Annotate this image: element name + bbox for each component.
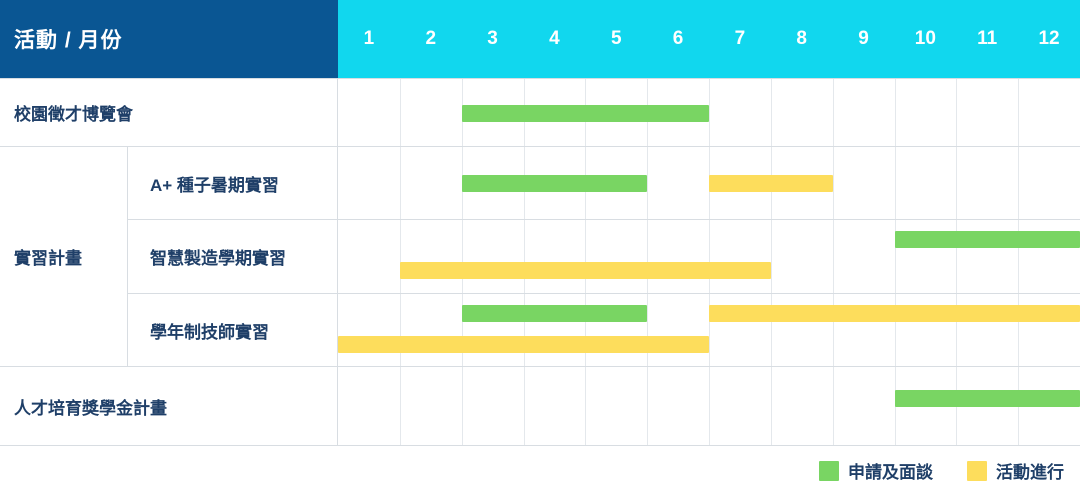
header-activity-month-label: 活動 / 月份 — [0, 0, 338, 78]
gantt-bar-smart-manufacturing-application[interactable] — [894, 231, 1080, 248]
gridline — [1018, 220, 1020, 293]
gantt-body: 校園徵才博覽會 實習計畫 A+ 種子暑 — [0, 78, 1080, 447]
gridline — [585, 220, 587, 293]
gridline — [461, 294, 463, 366]
month-header-4: 4 — [549, 28, 560, 49]
table-row-smart-manufacturing: 智慧製造學期實習 — [128, 219, 1080, 293]
row-label-aplus-summer: A+ 種子暑期實習 — [128, 147, 338, 219]
month-header-3: 3 — [487, 28, 498, 49]
gridline — [832, 147, 834, 219]
row-label-scholarship: 人才培育獎學金計畫 — [0, 367, 338, 445]
legend: 申請及面談 活動進行 — [0, 447, 1080, 494]
gridline — [647, 367, 649, 445]
gantt-track-campus-fair — [338, 79, 1080, 146]
gantt-track-smart-manufacturing — [338, 220, 1080, 293]
month-header-track: 1 2 3 4 5 6 7 8 9 10 11 12 — [338, 0, 1080, 78]
gantt-bar-scholarship-application[interactable] — [894, 390, 1080, 407]
month-header-12: 12 — [1038, 28, 1060, 49]
month-header-6: 6 — [672, 28, 684, 49]
gridline — [709, 79, 710, 146]
gantt-bar-year-technician-activity-second-half[interactable] — [709, 305, 1080, 322]
table-header: 活動 / 月份 1 2 3 4 5 6 7 8 9 10 11 12 — [0, 0, 1080, 78]
gantt-track-year-technician — [338, 294, 1080, 366]
gridline — [399, 220, 401, 293]
table-row-aplus-summer: A+ 種子暑期實習 — [128, 147, 1080, 219]
gridline — [894, 294, 896, 366]
gridline — [585, 367, 587, 445]
gridline — [709, 294, 710, 366]
legend-label-application: 申請及面談 — [848, 463, 933, 482]
gridline — [770, 220, 772, 293]
gridline — [399, 294, 401, 366]
table-row-scholarship: 人才培育獎學金計畫 — [0, 367, 1080, 446]
gantt-bar-aplus-summer-activity[interactable] — [709, 175, 833, 192]
gridline — [523, 367, 525, 445]
gridline — [523, 294, 525, 366]
month-header-8: 8 — [796, 28, 807, 49]
gridline — [1018, 79, 1020, 146]
month-header-9: 9 — [858, 28, 869, 49]
month-header-7: 7 — [734, 28, 746, 49]
gridline — [956, 147, 958, 219]
gridline — [461, 367, 463, 445]
gridline — [770, 79, 772, 146]
row-label-campus-fair: 校園徵才博覽會 — [0, 79, 338, 146]
gantt-bar-smart-manufacturing-activity[interactable] — [399, 262, 771, 279]
legend-item-activity[interactable]: 活動進行 — [967, 458, 1064, 483]
row-label-smart-manufacturing: 智慧製造學期實習 — [128, 220, 338, 293]
gridline — [956, 79, 958, 146]
table-row-year-technician: 學年制技師實習 — [128, 293, 1080, 366]
gridline — [832, 79, 834, 146]
gridline — [956, 294, 958, 366]
gantt-track-aplus-summer — [338, 147, 1080, 219]
gridline — [523, 220, 525, 293]
month-header-10: 10 — [914, 28, 936, 49]
month-header-1: 1 — [363, 28, 375, 49]
gridline — [894, 147, 896, 219]
gridline — [647, 220, 649, 293]
gridline — [956, 220, 958, 293]
gridline — [647, 294, 649, 366]
table-row-campus-fair: 校園徵才博覽會 — [0, 78, 1080, 147]
gridline — [1018, 147, 1020, 219]
gridline — [894, 79, 896, 146]
gridline — [832, 220, 834, 293]
gridline — [399, 367, 401, 445]
gridline — [585, 294, 587, 366]
internship-subrows: A+ 種子暑期實習 — [128, 147, 1080, 366]
gantt-bar-aplus-summer-application[interactable] — [461, 175, 648, 192]
gridline — [770, 367, 772, 445]
gridline — [832, 367, 834, 445]
gridline — [770, 294, 772, 366]
gridline — [647, 147, 649, 219]
month-header-11: 11 — [977, 28, 998, 49]
gridline — [461, 220, 463, 293]
gridline — [709, 220, 710, 293]
legend-label-activity: 活動進行 — [996, 463, 1064, 482]
gridline — [1018, 294, 1020, 366]
green-swatch-icon — [819, 460, 839, 481]
gridline — [709, 367, 710, 445]
gridline — [399, 147, 401, 219]
gantt-bar-year-technician-application[interactable] — [461, 305, 648, 322]
gantt-track-scholarship — [338, 367, 1080, 445]
row-label-year-technician: 學年制技師實習 — [128, 294, 338, 366]
gridline — [894, 220, 896, 293]
gantt-bar-year-technician-activity-first-half[interactable] — [338, 336, 709, 353]
gridline — [399, 79, 401, 146]
legend-item-application[interactable]: 申請及面談 — [819, 458, 933, 483]
yellow-swatch-icon — [967, 460, 987, 481]
row-label-internship-group: 實習計畫 — [0, 147, 128, 366]
month-header-5: 5 — [610, 28, 622, 49]
gridline — [832, 294, 834, 366]
gantt-bar-campus-fair-application[interactable] — [461, 105, 709, 122]
table-row-group-internship: 實習計畫 A+ 種子暑期實習 — [0, 147, 1080, 367]
month-header-2: 2 — [425, 28, 437, 49]
